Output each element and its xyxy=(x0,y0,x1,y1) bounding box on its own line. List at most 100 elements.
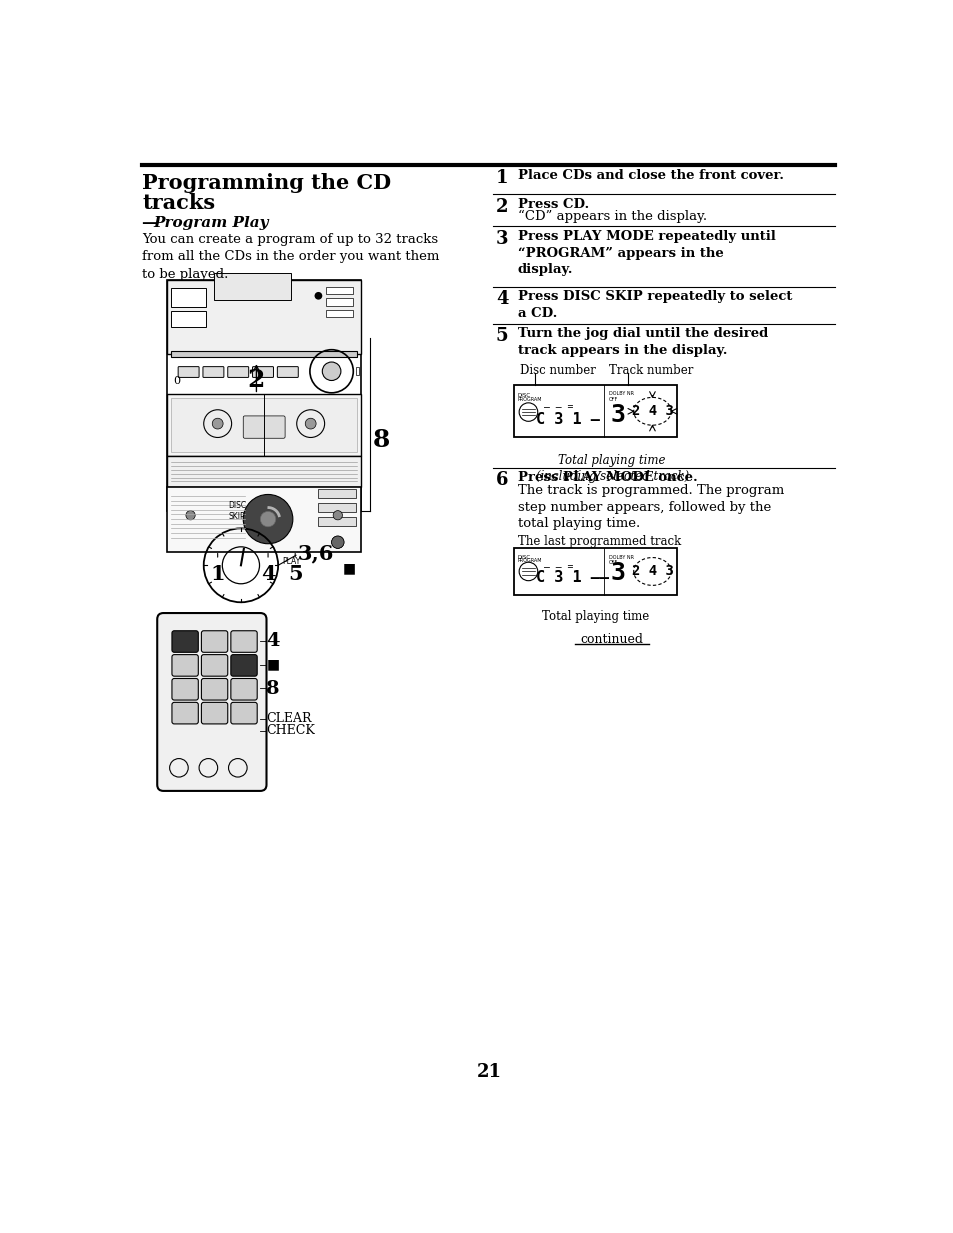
Text: 5: 5 xyxy=(288,563,302,583)
Text: —: — xyxy=(142,216,163,229)
Bar xyxy=(167,280,360,354)
Circle shape xyxy=(305,418,315,429)
Text: PROGRAM: PROGRAM xyxy=(517,397,541,402)
Text: DISC: DISC xyxy=(517,393,530,398)
FancyBboxPatch shape xyxy=(277,366,298,377)
Text: — — =: — — = xyxy=(543,402,573,412)
FancyBboxPatch shape xyxy=(203,366,224,377)
Bar xyxy=(326,309,353,317)
Text: C 3 1 ——: C 3 1 —— xyxy=(536,571,609,586)
Text: 1: 1 xyxy=(211,563,225,583)
Bar xyxy=(171,351,356,358)
FancyBboxPatch shape xyxy=(231,678,257,700)
Text: CLEAR: CLEAR xyxy=(266,711,312,725)
Text: Press CD.: Press CD. xyxy=(517,199,588,211)
Text: CHECK: CHECK xyxy=(266,724,315,737)
Bar xyxy=(318,503,355,512)
Text: Track number: Track number xyxy=(608,364,693,376)
Text: The track is programmed. The program
step number appears, followed by the
total : The track is programmed. The program ste… xyxy=(517,485,783,530)
FancyBboxPatch shape xyxy=(231,703,257,724)
Circle shape xyxy=(260,512,275,526)
Text: Program Play: Program Play xyxy=(153,216,269,229)
Bar xyxy=(171,311,206,327)
Bar xyxy=(171,398,356,453)
Circle shape xyxy=(186,510,195,520)
FancyBboxPatch shape xyxy=(253,366,274,377)
FancyBboxPatch shape xyxy=(231,631,257,652)
Text: C 3 1 —: C 3 1 — xyxy=(536,413,599,428)
FancyBboxPatch shape xyxy=(172,678,198,700)
FancyBboxPatch shape xyxy=(243,416,285,438)
Text: 3: 3 xyxy=(496,231,508,248)
Text: — — =: — — = xyxy=(543,562,573,572)
Text: 2 4 3: 2 4 3 xyxy=(631,404,673,418)
Text: DOLBY NR
OFF: DOLBY NR OFF xyxy=(608,555,633,565)
Bar xyxy=(167,456,360,487)
Circle shape xyxy=(314,292,322,300)
Text: The last programmed track: The last programmed track xyxy=(517,535,680,549)
Text: DOLBY NR
OFF: DOLBY NR OFF xyxy=(608,391,633,402)
Text: 8: 8 xyxy=(266,679,280,698)
FancyBboxPatch shape xyxy=(157,613,266,790)
FancyBboxPatch shape xyxy=(201,678,228,700)
Text: 3,6: 3,6 xyxy=(297,544,334,563)
Text: 2: 2 xyxy=(496,199,508,216)
Bar xyxy=(167,487,360,552)
Text: Total playing time: Total playing time xyxy=(541,610,649,623)
Circle shape xyxy=(243,494,293,544)
Text: 3: 3 xyxy=(610,561,624,586)
FancyBboxPatch shape xyxy=(172,655,198,676)
Text: 3: 3 xyxy=(610,403,624,428)
FancyBboxPatch shape xyxy=(201,655,228,676)
Text: ■: ■ xyxy=(342,561,355,576)
FancyBboxPatch shape xyxy=(201,631,228,652)
Text: DISC
SKIP: DISC SKIP xyxy=(228,502,246,520)
FancyBboxPatch shape xyxy=(228,366,249,377)
Text: 2: 2 xyxy=(248,367,265,392)
Text: Press PLAY MODE repeatedly until
“PROGRAM” appears in the
display.: Press PLAY MODE repeatedly until “PROGRA… xyxy=(517,231,775,276)
Circle shape xyxy=(322,363,340,381)
Text: Press PLAY MODE once.: Press PLAY MODE once. xyxy=(517,471,697,485)
Bar xyxy=(167,395,360,456)
Text: ■: ■ xyxy=(266,657,279,672)
Text: 4: 4 xyxy=(260,563,275,583)
Bar xyxy=(171,289,206,307)
Bar xyxy=(167,280,360,512)
FancyBboxPatch shape xyxy=(178,366,199,377)
Bar xyxy=(355,367,359,375)
Text: Place CDs and close the front cover.: Place CDs and close the front cover. xyxy=(517,169,782,181)
Bar xyxy=(318,517,355,526)
Text: 5: 5 xyxy=(496,328,508,345)
Text: 21: 21 xyxy=(476,1063,501,1080)
Text: PLAY: PLAY xyxy=(282,557,300,566)
Circle shape xyxy=(332,536,344,549)
Bar xyxy=(318,490,355,498)
Text: Total playing time
(including selected track): Total playing time (including selected t… xyxy=(535,455,688,483)
Text: Disc number: Disc number xyxy=(519,364,596,376)
Text: You can create a program of up to 32 tracks
from all the CDs in the order you wa: You can create a program of up to 32 tra… xyxy=(142,233,439,281)
FancyBboxPatch shape xyxy=(172,631,198,652)
Text: PROGRAM: PROGRAM xyxy=(517,559,541,563)
Text: 4: 4 xyxy=(266,631,280,650)
Text: Press DISC SKIP repeatedly to select
a CD.: Press DISC SKIP repeatedly to select a C… xyxy=(517,291,791,319)
Circle shape xyxy=(333,510,342,520)
Text: “CD” appears in the display.: “CD” appears in the display. xyxy=(517,210,706,223)
Bar xyxy=(326,298,353,306)
Circle shape xyxy=(212,418,223,429)
FancyBboxPatch shape xyxy=(231,655,257,676)
Text: DISC: DISC xyxy=(517,555,530,560)
FancyBboxPatch shape xyxy=(172,703,198,724)
Text: 1: 1 xyxy=(496,169,508,186)
Text: 4: 4 xyxy=(496,291,508,308)
Text: 8: 8 xyxy=(373,428,390,451)
Circle shape xyxy=(332,536,344,549)
Text: 2 4 3: 2 4 3 xyxy=(631,565,673,578)
Bar xyxy=(514,385,677,438)
Bar xyxy=(514,549,677,594)
Text: 6: 6 xyxy=(496,471,508,490)
FancyBboxPatch shape xyxy=(201,703,228,724)
Text: Programming the CD: Programming the CD xyxy=(142,173,392,192)
Bar xyxy=(213,272,291,300)
Text: 0: 0 xyxy=(173,376,180,386)
Text: continued: continued xyxy=(580,633,643,646)
